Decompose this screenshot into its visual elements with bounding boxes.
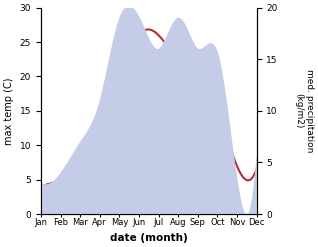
Y-axis label: max temp (C): max temp (C) xyxy=(4,77,14,145)
X-axis label: date (month): date (month) xyxy=(110,233,188,243)
Y-axis label: med. precipitation
(kg/m2): med. precipitation (kg/m2) xyxy=(294,69,314,153)
